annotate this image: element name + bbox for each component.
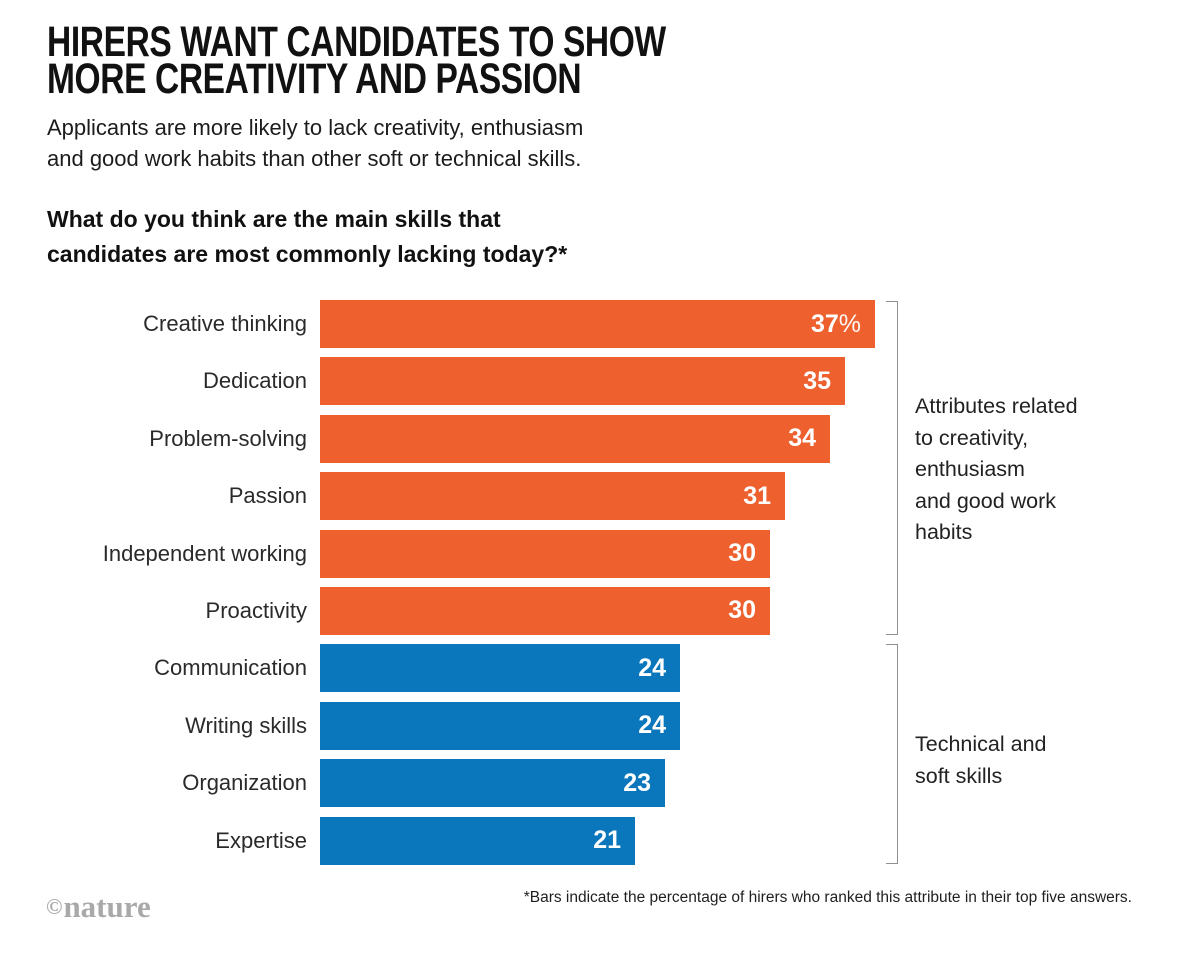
page-subtitle: Applicants are more likely to lack creat…	[47, 115, 584, 171]
chart-row: Organization 23	[0, 759, 1179, 808]
chart-footnote: *Bars indicate the percentage of hirers …	[523, 889, 1132, 906]
bar-label: Organization	[182, 770, 307, 796]
bar-label: Writing skills	[185, 712, 307, 738]
bar-value-label: 24	[638, 711, 666, 740]
bracket-technical-group	[886, 644, 898, 864]
bar-value-label: 37%	[810, 309, 861, 338]
bar: 24	[320, 701, 680, 750]
bar-label: Proactivity	[205, 597, 307, 623]
bar-track: 31	[320, 472, 875, 521]
bar-track: 24	[320, 701, 875, 750]
chart-row: Communication 24	[0, 644, 1179, 693]
chart-row: Dedication 35	[0, 357, 1179, 406]
chart-row: Proactivity 30	[0, 586, 1179, 635]
bar-label: Problem-solving	[149, 425, 307, 451]
bar-track: 35	[320, 357, 875, 406]
bar: 34	[320, 414, 830, 463]
chart-row: Creative thinking 37%	[0, 300, 1179, 348]
bar: 30	[320, 586, 770, 635]
bar: 21	[320, 816, 635, 865]
bar: 35	[320, 357, 845, 406]
survey-question: What do you think are the main skills th…	[47, 206, 568, 267]
bar-label: Passion	[228, 483, 307, 509]
bar: 37%	[320, 300, 875, 348]
bar: 23	[320, 759, 665, 808]
bar-value-label: 21	[593, 826, 621, 855]
bar-value-label: 34	[788, 424, 816, 453]
bar-value-label: 35	[803, 366, 831, 395]
page-title: HIRERS WANT CANDIDATES TO SHOW MORE CREA…	[47, 18, 666, 103]
nature-logo: ©nature	[46, 889, 151, 925]
bar-value-label: 30	[728, 596, 756, 625]
bar-label: Expertise	[215, 827, 307, 853]
chart-row: Passion 31	[0, 472, 1179, 521]
bar-track: 21	[320, 816, 875, 865]
bar: 24	[320, 644, 680, 693]
chart-row: Expertise 21	[0, 816, 1179, 865]
bar-track: 24	[320, 644, 875, 693]
chart-row: Writing skills 24	[0, 701, 1179, 750]
bar-label: Independent working	[102, 540, 307, 566]
bar-chart: Creative thinking 37% Dedication 35 Prob…	[0, 300, 1179, 874]
bar-label: Creative thinking	[143, 311, 307, 336]
chart-row: Problem-solving 34	[0, 414, 1179, 463]
bar: 30	[320, 529, 770, 578]
bar: 31	[320, 472, 785, 521]
group-label-creativity: Attributes related to creativity, enthus…	[915, 394, 1078, 544]
bar-track: 30	[320, 586, 875, 635]
bar-value-label: 23	[623, 768, 651, 797]
bar-value-label: 24	[638, 653, 666, 682]
bar-value-label: 31	[743, 481, 771, 510]
chart-row: Independent working 30	[0, 529, 1179, 578]
percent-sign: %	[838, 309, 861, 338]
nature-wordmark: nature	[63, 889, 151, 924]
bar-label: Communication	[154, 655, 307, 681]
bar-track: 30	[320, 529, 875, 578]
bar-label: Dedication	[203, 368, 307, 394]
group-label-technical: Technical and soft skills	[915, 732, 1047, 788]
bracket-creativity-group	[886, 301, 898, 635]
bar-value-label: 30	[728, 539, 756, 568]
bar-track: 34	[320, 414, 875, 463]
bar-track: 23	[320, 759, 875, 808]
bar-track: 37%	[320, 300, 875, 348]
copyright-icon: ©	[46, 894, 64, 919]
